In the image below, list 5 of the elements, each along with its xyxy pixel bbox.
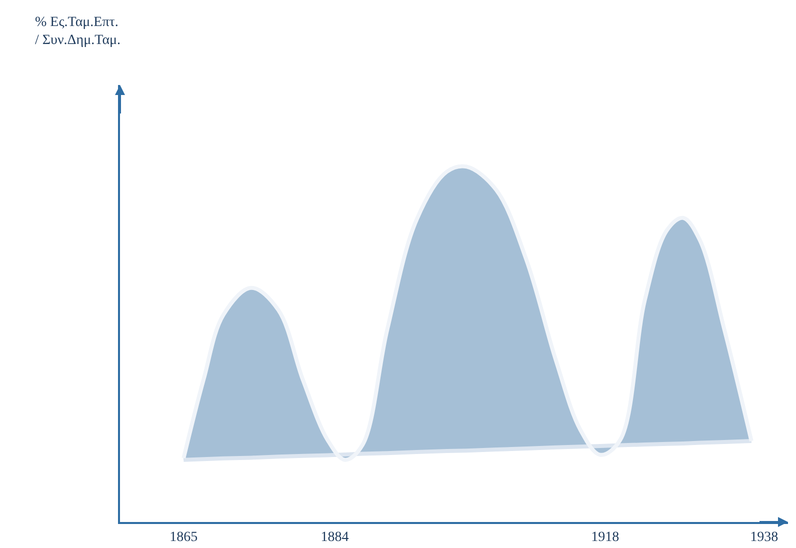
x-tick-label: 1918 [591,530,620,545]
x-tick-label: 1938 [750,530,778,545]
x-tick-label: 1884 [320,530,349,545]
x-tick-label: 1865 [170,530,198,545]
text: % Ες.Ταμ.Επτ. / Συν.Δημ.Ταμ. [35,15,121,48]
